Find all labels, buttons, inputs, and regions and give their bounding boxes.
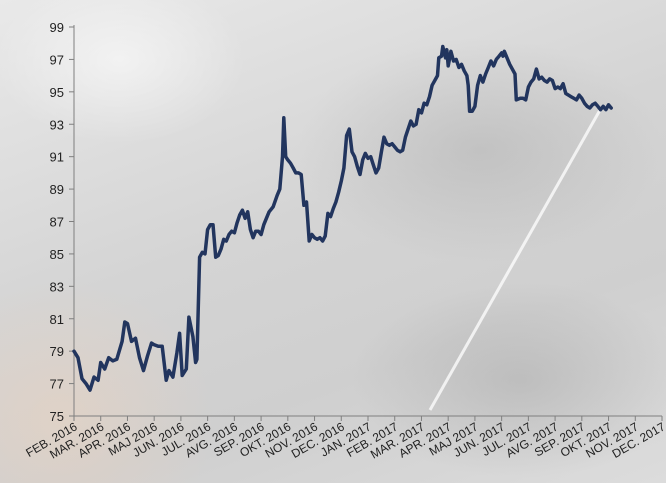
- y-tick-label: 83: [50, 279, 64, 294]
- y-tick-label: 89: [50, 182, 64, 197]
- y-tick-label: 79: [50, 344, 64, 359]
- y-tick-label: 91: [50, 150, 64, 165]
- y-tick-label: 87: [50, 215, 64, 230]
- y-tick-label: 77: [50, 377, 64, 392]
- y-tick-label: 81: [50, 312, 64, 327]
- y-axis: 75 77 79 81 83 85 87 89 91 93 95 97 99: [50, 20, 75, 424]
- y-tick-label: 85: [50, 247, 64, 262]
- y-tick-label: 75: [50, 409, 64, 424]
- y-tick-label: 97: [50, 52, 64, 67]
- y-tick-label: 93: [50, 117, 64, 132]
- series-line: [72, 44, 613, 392]
- y-tick-label: 95: [50, 85, 64, 100]
- y-tick-label: 99: [50, 20, 64, 35]
